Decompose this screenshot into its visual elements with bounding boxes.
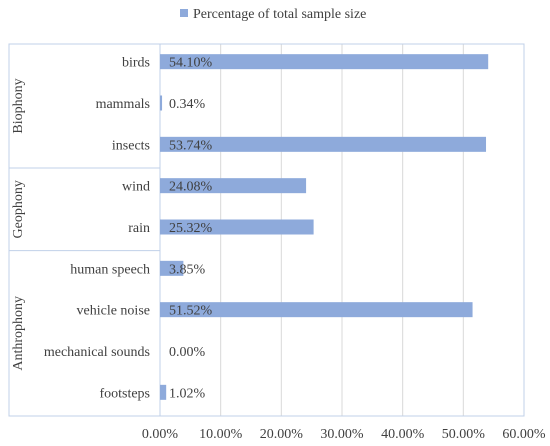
legend-label: Percentage of total sample size — [193, 7, 366, 22]
group-label: Anthrophony — [11, 296, 26, 371]
x-tick-label: 30.00% — [320, 427, 364, 442]
category-label: birds — [122, 56, 150, 71]
bar — [160, 219, 314, 235]
data-label: 1.02% — [169, 386, 206, 401]
x-tick-label: 60.00% — [502, 427, 546, 442]
bar — [160, 178, 307, 194]
data-label: 0.34% — [169, 97, 206, 112]
legend: Percentage of total sample size — [180, 7, 366, 22]
category-label: mammals — [96, 97, 150, 112]
group-label: Biophony — [11, 78, 26, 133]
x-tick-label: 0.00% — [142, 427, 179, 442]
data-labels: 54.10% 0.34% 53.74% 24.08% 25.32% 3.85% 51.52%… — [169, 56, 213, 402]
bar — [160, 95, 163, 111]
data-label: 0.00% — [169, 345, 206, 360]
bars — [160, 54, 489, 400]
data-label: 24.08% — [169, 180, 213, 195]
bar — [160, 260, 184, 276]
category-label: rain — [128, 221, 150, 236]
x-tick-label: 10.00% — [199, 427, 243, 442]
category-label: vehicle noise — [77, 304, 150, 319]
data-label: 25.32% — [169, 221, 213, 236]
x-tick-label: 50.00% — [442, 427, 486, 442]
data-label: 3.85% — [169, 262, 206, 277]
plot-area-border — [8, 43, 525, 417]
x-axis-tick-labels: 0.00% 10.00% 20.00% 30.00% 40.00% 50.00% 60.00… — [142, 427, 546, 442]
data-label: 51.52% — [169, 304, 213, 319]
x-tick-label: 20.00% — [260, 427, 304, 442]
category-label: insects — [112, 138, 150, 153]
bar — [160, 54, 489, 70]
category-label: footsteps — [99, 386, 150, 401]
category-labels: birds mammals insects wind rain human speech v… — [44, 56, 150, 402]
category-label: human speech — [70, 262, 150, 277]
group-label: Geophony — [11, 180, 26, 238]
bar — [160, 302, 473, 318]
data-label: 54.10% — [169, 56, 213, 71]
group-labels: Biophony Geophony Anthrophony — [9, 78, 160, 371]
bar — [160, 136, 487, 152]
category-label: wind — [122, 180, 150, 195]
x-tick-label: 40.00% — [381, 427, 425, 442]
legend-swatch — [180, 9, 188, 17]
data-label: 53.74% — [169, 138, 213, 153]
category-label: mechanical sounds — [44, 345, 150, 360]
bar — [160, 384, 167, 400]
